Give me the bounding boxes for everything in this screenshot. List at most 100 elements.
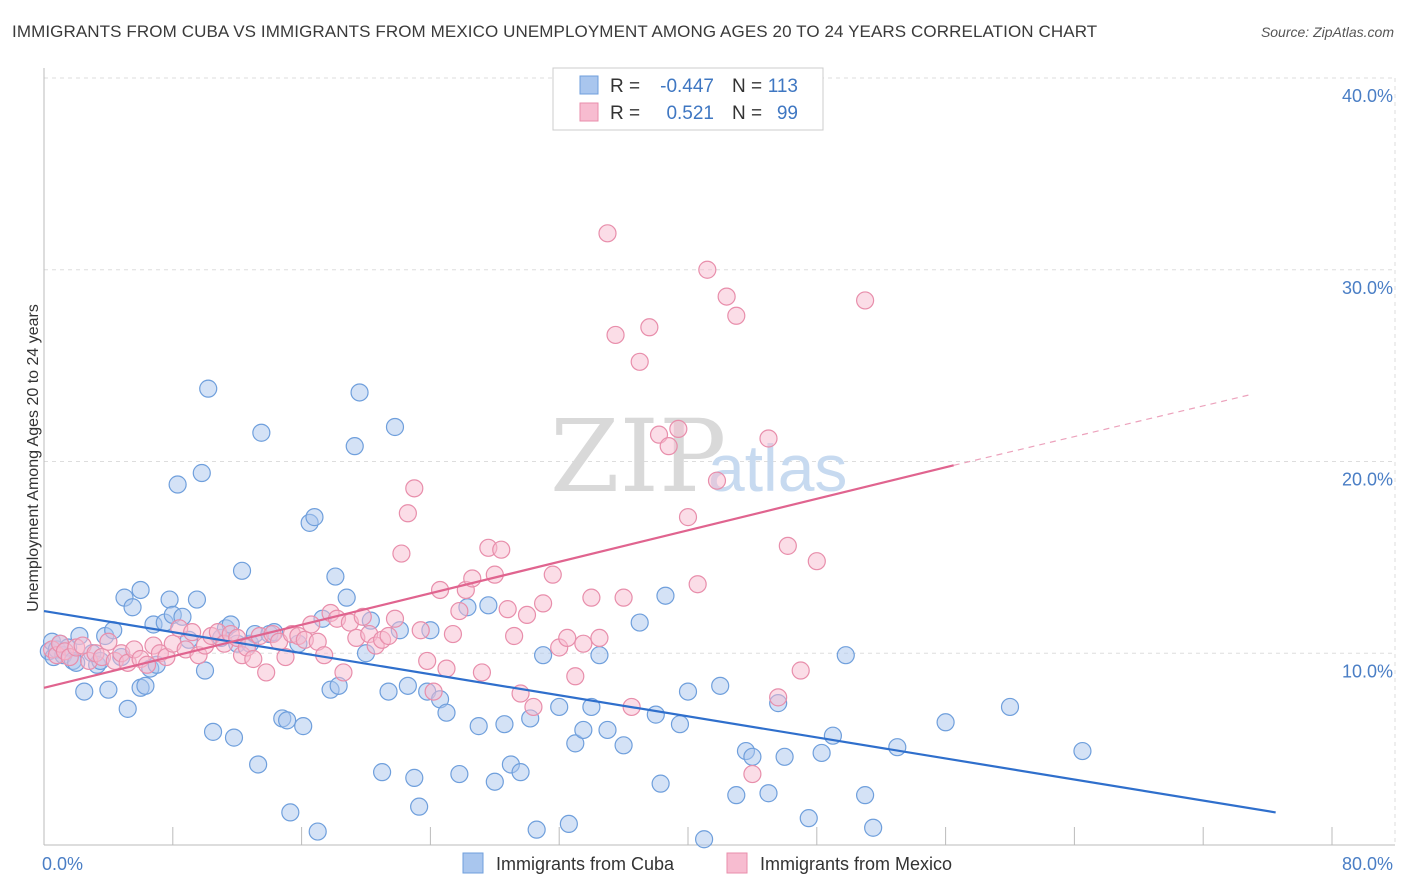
cuba-point-63 xyxy=(345,437,364,456)
mexico-point-83 xyxy=(582,588,601,607)
mexico-point-92 xyxy=(659,437,678,456)
y-tick-label-40: 40.0% xyxy=(1342,86,1393,106)
cuba-point-98 xyxy=(646,705,665,724)
mexico-point-99 xyxy=(727,306,746,325)
y-tick-label-10: 10.0% xyxy=(1342,661,1393,681)
cuba-point-60 xyxy=(326,567,345,586)
cuba-point-96 xyxy=(614,736,633,755)
cuba-point-62 xyxy=(337,588,356,607)
legend-n-value-cuba: 113 xyxy=(768,76,798,97)
mexico-point-102 xyxy=(769,688,788,707)
chart-title: IMMIGRANTS FROM CUBA VS IMMIGRANTS FROM … xyxy=(12,22,1098,41)
y-tick-labels: 10.0% 20.0% 30.0% 40.0% xyxy=(1342,86,1393,681)
cuba-point-41 xyxy=(224,728,244,747)
cuba-point-64 xyxy=(350,383,369,402)
mexico-point-93 xyxy=(669,419,688,439)
mexico-point-90 xyxy=(640,318,659,337)
cuba-point-89 xyxy=(550,697,569,717)
mexico-point-70 xyxy=(485,565,504,584)
cuba-point-46 xyxy=(249,755,268,774)
bottom-legend-swatch-mexico xyxy=(726,852,748,874)
legend-r-label: R = xyxy=(610,103,640,124)
mexico-point-63 xyxy=(437,659,456,678)
cuba-point-100 xyxy=(656,586,675,605)
cuba-point-94 xyxy=(590,646,609,665)
cuba-point-33 xyxy=(187,590,207,609)
x-tick-label-max: 80.0% xyxy=(1342,854,1393,874)
mexico-point-58 xyxy=(405,479,424,498)
mexico-point-47 xyxy=(334,663,353,682)
cuba-point-22 xyxy=(131,580,150,600)
axes xyxy=(43,68,1395,846)
cuba-point-117 xyxy=(888,738,907,757)
cuba-point-82 xyxy=(485,772,504,791)
mexico-point-56 xyxy=(392,544,411,563)
bottom-legend-swatch-cuba xyxy=(462,852,484,874)
mexico-point-80 xyxy=(558,628,577,648)
cuba-point-93 xyxy=(582,697,601,717)
cuba-point-107 xyxy=(743,747,762,766)
mexico-point-23 xyxy=(183,623,202,642)
mexico-point-68 xyxy=(472,663,492,682)
cuba-point-95 xyxy=(598,720,617,740)
mexico-point-94 xyxy=(678,508,698,527)
cuba-point-30 xyxy=(168,475,187,494)
cuba-point-97 xyxy=(630,613,649,632)
cuba-point-10 xyxy=(75,682,94,701)
cuba-point-23 xyxy=(136,676,155,695)
mexico-point-54 xyxy=(379,626,398,646)
cuba-point-110 xyxy=(775,747,794,766)
cuba-point-88 xyxy=(533,646,553,665)
cuba-point-68 xyxy=(379,682,398,701)
bottom-legend-label-cuba: Immigrants from Cuba xyxy=(496,854,675,874)
legend-r-value-cuba: -0.447 xyxy=(660,76,714,97)
mexico-point-98 xyxy=(717,287,736,306)
mexico-point-59 xyxy=(411,621,430,640)
cuba-point-34 xyxy=(192,463,211,483)
mexico-point-81 xyxy=(566,667,585,686)
legend-n-label: N = xyxy=(732,76,762,97)
cuba-point-73 xyxy=(410,797,429,816)
trend-lines xyxy=(43,393,1276,814)
legend-n-value-mexico: 99 xyxy=(777,103,798,124)
source-credit: Source: ZipAtlas.com xyxy=(1260,24,1394,40)
legend-swatch-mexico xyxy=(579,102,599,122)
cuba-point-28 xyxy=(160,590,179,609)
mexico-point-101 xyxy=(759,429,778,448)
cuba-point-119 xyxy=(1000,697,1020,717)
cuba-point-104 xyxy=(711,676,730,695)
cuba-point-43 xyxy=(232,561,252,580)
mexico-point-105 xyxy=(807,552,826,571)
cuba-point-101 xyxy=(670,715,690,734)
mexico-point-103 xyxy=(778,536,797,555)
cuba-point-99 xyxy=(651,774,670,793)
mexico-point-87 xyxy=(614,588,633,607)
cuba-point-69 xyxy=(385,417,405,437)
cuba-point-87 xyxy=(527,820,546,839)
legend-r-value-mexico: 0.521 xyxy=(666,103,714,124)
cuba-point-83 xyxy=(495,715,514,734)
cuba-point-111 xyxy=(799,809,818,828)
bottom-legend-label-mexico: Immigrants from Mexico xyxy=(760,854,952,874)
cuba-point-80 xyxy=(469,717,488,736)
mexico-point-65 xyxy=(450,601,469,621)
mexico-point-76 xyxy=(524,697,543,717)
cuba-point-56 xyxy=(305,508,324,527)
mexico-point-95 xyxy=(688,575,707,594)
cuba-point-36 xyxy=(199,379,218,398)
cuba-point-67 xyxy=(373,763,392,782)
mexico-point-75 xyxy=(517,605,537,625)
bottom-legend: Immigrants from Cuba Immigrants from Mexi… xyxy=(462,852,952,874)
mexico-point-82 xyxy=(574,634,593,653)
mexico-point-89 xyxy=(630,352,649,371)
mexico-point-96 xyxy=(698,260,717,279)
mexico-point-97 xyxy=(707,471,727,490)
mexico-point-71 xyxy=(492,540,511,559)
cuba-point-108 xyxy=(759,784,778,803)
cuba-point-57 xyxy=(308,822,327,841)
cuba-point-115 xyxy=(855,786,875,805)
mexico-point-72 xyxy=(498,600,517,619)
mexico-point-60 xyxy=(418,651,437,671)
y-axis-label: Unemployment Among Ages 20 to 24 years xyxy=(25,304,42,612)
